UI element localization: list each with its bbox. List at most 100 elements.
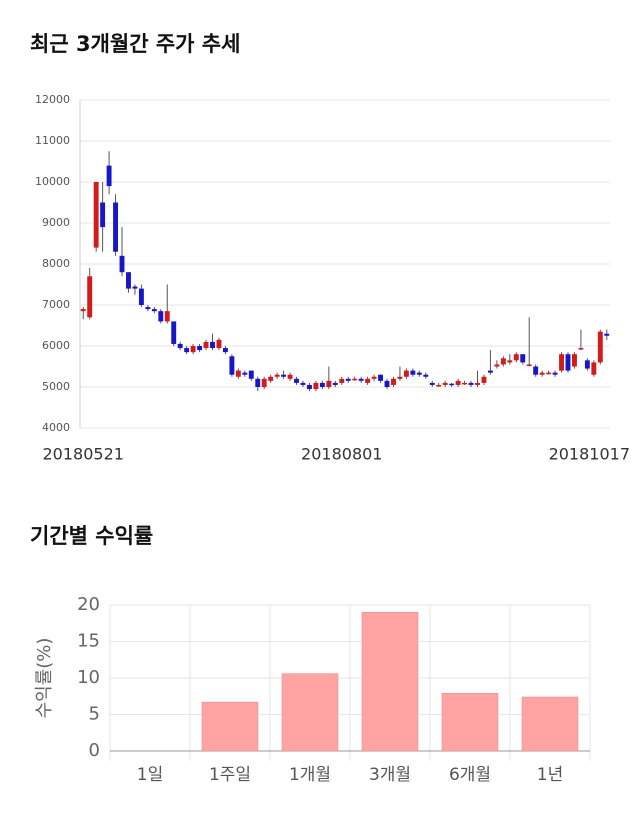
chart-title: 기간별 수익률 — [30, 524, 153, 548]
candle-body — [126, 272, 131, 289]
x-tick-label: 1년 — [537, 765, 563, 785]
candle-body — [507, 360, 513, 363]
candle-body — [526, 364, 532, 366]
bar — [441, 693, 499, 752]
candle-body — [332, 382, 338, 385]
candle-body — [80, 309, 86, 312]
y-tick-label: 10000 — [35, 175, 70, 188]
candle-body — [391, 378, 396, 385]
candle-body — [326, 380, 332, 387]
candle-body — [313, 382, 319, 390]
x-tick-label: 1개월 — [289, 765, 331, 785]
candle-body — [300, 382, 306, 385]
candle-body — [429, 382, 435, 385]
candle-body — [358, 378, 364, 381]
candle-body — [520, 354, 526, 363]
candle-body — [132, 286, 138, 289]
x-tick-label: 6개월 — [449, 765, 491, 785]
candle-body — [468, 382, 474, 385]
candle-body — [475, 382, 480, 385]
candle-body — [106, 165, 112, 187]
candle-body — [216, 339, 222, 349]
candle-body — [481, 376, 487, 383]
candle-body — [436, 384, 442, 387]
candle-body — [119, 255, 125, 273]
candle-body — [578, 348, 584, 350]
candle-body — [533, 366, 539, 375]
candle-body — [552, 372, 558, 375]
candle-body — [345, 378, 351, 381]
candle-body — [571, 354, 577, 367]
y-tick-label: 9000 — [42, 216, 70, 229]
candle-body — [546, 372, 552, 375]
candle-body — [113, 202, 119, 252]
candle-body — [222, 348, 228, 353]
candle-body — [158, 311, 164, 322]
candle-body — [261, 378, 267, 387]
candle-body — [584, 360, 590, 369]
y-tick-label: 8000 — [42, 257, 70, 270]
bar — [281, 673, 339, 752]
candle-body — [210, 341, 215, 349]
candle-body — [87, 276, 93, 318]
candle-body — [371, 376, 377, 379]
y-tick-label: 12000 — [35, 93, 70, 106]
candle-body — [423, 374, 429, 377]
y-tick-label: 7000 — [42, 298, 70, 311]
y-tick-label: 5 — [89, 704, 100, 725]
candle-body — [145, 307, 151, 310]
bar — [521, 696, 579, 752]
candle-body — [319, 382, 325, 387]
y-tick-label: 4000 — [42, 421, 70, 434]
candle-body — [500, 358, 506, 365]
candle-body — [365, 378, 371, 383]
chart-title: 최근 3개월간 주가 추세 — [30, 32, 240, 56]
candle-body — [274, 374, 280, 377]
candle-body — [100, 202, 106, 228]
candle-body — [281, 374, 287, 377]
candle-body — [462, 382, 468, 385]
y-tick-label: 5000 — [42, 380, 70, 393]
x-tick-label: 20180521 — [43, 445, 124, 464]
candle-body — [93, 182, 99, 248]
candle-body — [410, 370, 416, 375]
candle-body — [255, 378, 261, 387]
candle-body — [242, 372, 248, 375]
candle-body — [190, 346, 196, 353]
candle-body — [384, 380, 390, 387]
x-tick-label: 1주일 — [209, 765, 251, 785]
candle-body — [339, 378, 345, 383]
candle-body — [397, 376, 403, 379]
candle-body — [449, 383, 455, 386]
y-tick-label: 11000 — [35, 134, 70, 147]
candle-body — [151, 309, 157, 312]
y-axis-label: 수익률(%) — [34, 638, 55, 719]
candle-body — [455, 380, 461, 385]
candle-body — [248, 370, 254, 379]
candle-body — [306, 384, 312, 390]
candle-body — [597, 331, 603, 363]
y-tick-label: 20 — [77, 594, 100, 615]
y-tick-label: 0 — [89, 740, 100, 761]
candle-body — [494, 364, 500, 367]
y-tick-label: 15 — [77, 631, 100, 652]
candle-body — [513, 354, 519, 361]
candle-body — [403, 370, 409, 377]
candle-body — [164, 311, 170, 322]
candle-body — [294, 378, 299, 383]
candle-body — [229, 356, 235, 375]
candle-body — [203, 341, 209, 349]
candle-body — [565, 354, 571, 371]
candle-body — [487, 370, 493, 373]
candle-body — [559, 354, 564, 371]
candle-body — [184, 348, 190, 353]
x-tick-label: 3개월 — [369, 765, 411, 785]
candle-body — [138, 288, 144, 305]
candle-body — [539, 372, 545, 375]
x-tick-label: 1일 — [137, 765, 163, 785]
candle-body — [268, 376, 274, 381]
x-tick-label: 20181017 — [549, 445, 630, 464]
y-tick-label: 6000 — [42, 339, 70, 352]
x-tick-label: 20180801 — [301, 445, 382, 464]
